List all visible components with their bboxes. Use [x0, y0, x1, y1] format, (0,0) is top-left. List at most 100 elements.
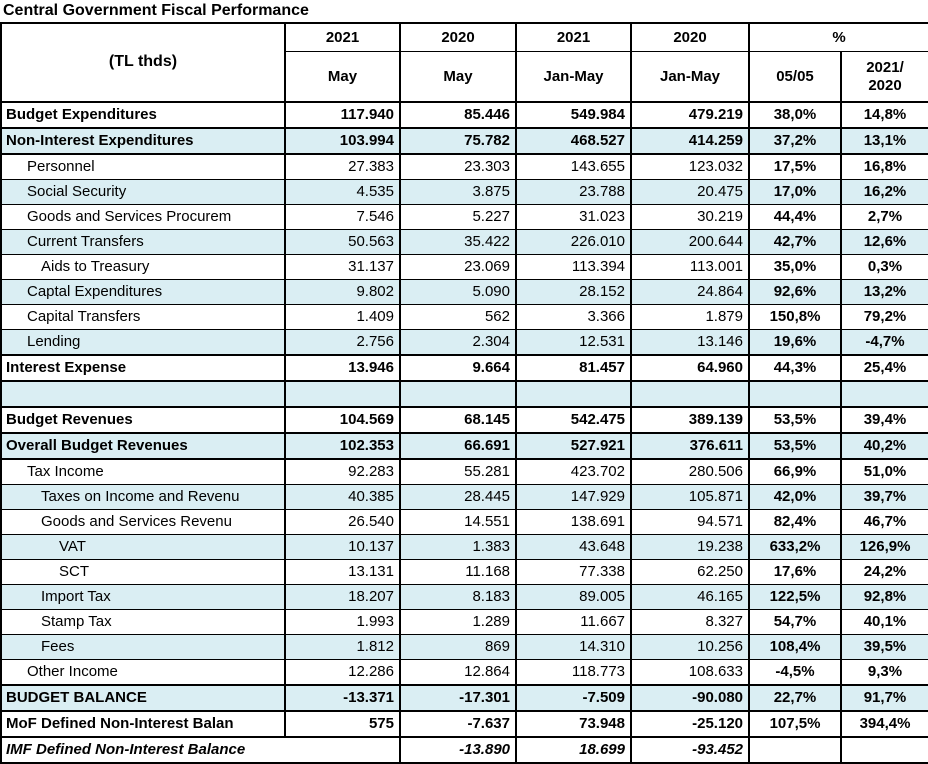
col-header-2021-janmay-year: 2021 — [515, 22, 631, 52]
value-cell: 113.394 — [515, 254, 631, 280]
row-label: VAT — [0, 534, 285, 560]
value-cell: 143.655 — [515, 153, 631, 180]
percent-cell: 92,6% — [748, 279, 841, 305]
percent-cell: 122,5% — [748, 584, 841, 610]
percent-cell: 17,5% — [748, 153, 841, 180]
row-label: Goods and Services Procurem — [0, 204, 285, 230]
table-body: Budget Expenditures 117.940 85.446 549.984 4… — [0, 101, 928, 763]
percent-cell: 92,8% — [840, 584, 928, 610]
value-cell — [630, 380, 749, 407]
value-cell: 27.383 — [284, 153, 400, 180]
value-cell: 414.259 — [630, 127, 749, 154]
value-cell: 81.457 — [515, 354, 631, 381]
table-row: BUDGET BALANCE -13.371 -17.301 -7.509 -90.08… — [0, 684, 928, 711]
percent-cell: 16,2% — [840, 179, 928, 205]
header-period-row: May May Jan-May Jan-May 05/05 2021/ 2020 — [1, 51, 928, 102]
value-cell: 423.702 — [515, 458, 631, 485]
value-cell: 8.327 — [630, 609, 749, 635]
value-cell: 118.773 — [515, 659, 631, 685]
percent-cell: 42,0% — [748, 484, 841, 510]
table-row: VAT 10.137 1.383 43.648 19.238 633,2% 126,9% — [0, 534, 928, 560]
table-row: Other Income 12.286 12.864 118.773 108.633 -4… — [0, 659, 928, 685]
value-cell: 40.385 — [284, 484, 400, 510]
value-cell: 94.571 — [630, 509, 749, 535]
value-cell: 108.633 — [630, 659, 749, 685]
value-cell: 35.422 — [399, 229, 516, 255]
table-row: Budget Expenditures 117.940 85.446 549.984 4… — [0, 101, 928, 128]
percent-cell: 17,0% — [748, 179, 841, 205]
table-row: Social Security 4.535 3.875 23.788 20.475 17,… — [0, 179, 928, 205]
table-row: Personnel 27.383 23.303 143.655 123.032 17,5%… — [0, 153, 928, 180]
value-cell: 542.475 — [515, 406, 631, 433]
table-row: Tax Income 92.283 55.281 423.702 280.506 66,9… — [0, 458, 928, 485]
percent-cell: 82,4% — [748, 509, 841, 535]
value-cell: 28.445 — [399, 484, 516, 510]
value-cell: 24.864 — [630, 279, 749, 305]
row-label: Social Security — [0, 179, 285, 205]
percent-cell: 2,7% — [840, 204, 928, 230]
value-cell: 1.289 — [399, 609, 516, 635]
value-cell: 18.207 — [284, 584, 400, 610]
table-row: MoF Defined Non-Interest Balan 575 -7.637 7… — [0, 710, 928, 737]
value-cell: 77.338 — [515, 559, 631, 585]
value-cell: 31.023 — [515, 204, 631, 230]
value-cell: 92.283 — [284, 458, 400, 485]
value-cell: 7.546 — [284, 204, 400, 230]
value-cell — [515, 380, 631, 407]
value-cell: 3.366 — [515, 304, 631, 330]
value-cell: 479.219 — [630, 101, 749, 128]
value-cell: 73.948 — [515, 710, 631, 737]
row-label: Captal Expenditures — [0, 279, 285, 305]
percent-cell — [748, 380, 841, 407]
percent-cell: 39,7% — [840, 484, 928, 510]
value-cell: 138.691 — [515, 509, 631, 535]
value-cell: 549.984 — [515, 101, 631, 128]
table-row: Stamp Tax 1.993 1.289 11.667 8.327 54,7% 40,1% — [0, 609, 928, 635]
value-cell: 869 — [399, 634, 516, 660]
percent-cell: 13,2% — [840, 279, 928, 305]
value-cell: 28.152 — [515, 279, 631, 305]
value-cell: 123.032 — [630, 153, 749, 180]
value-cell: 5.227 — [399, 204, 516, 230]
percent-cell: 79,2% — [840, 304, 928, 330]
row-label: MoF Defined Non-Interest Balan — [0, 710, 285, 737]
percent-cell — [840, 380, 928, 407]
percent-cell: 42,7% — [748, 229, 841, 255]
percent-cell: 39,4% — [840, 406, 928, 433]
table-row: Captal Expenditures 9.802 5.090 28.152 24.86… — [0, 279, 928, 305]
page-title: Central Government Fiscal Performance — [3, 2, 309, 19]
value-cell: 13.946 — [284, 354, 400, 381]
row-label — [0, 380, 285, 407]
value-cell: 23.788 — [515, 179, 631, 205]
value-cell: 113.001 — [630, 254, 749, 280]
value-cell: 1.409 — [284, 304, 400, 330]
value-cell: -93.452 — [630, 736, 749, 763]
row-label: Overall Budget Revenues — [0, 432, 285, 459]
value-cell: 23.069 — [399, 254, 516, 280]
row-label: Stamp Tax — [0, 609, 285, 635]
value-cell: 26.540 — [284, 509, 400, 535]
table-row: Goods and Services Revenu 26.540 14.551 138… — [0, 509, 928, 535]
value-cell: 9.802 — [284, 279, 400, 305]
row-label: Lending — [0, 329, 285, 355]
value-cell: 64.960 — [630, 354, 749, 381]
percent-cell: 25,4% — [840, 354, 928, 381]
value-cell: 527.921 — [515, 432, 631, 459]
value-cell: 31.137 — [284, 254, 400, 280]
col-header-2021-may-year: 2021 — [284, 22, 400, 52]
percent-cell: 40,1% — [840, 609, 928, 635]
value-cell: 2.756 — [284, 329, 400, 355]
col-header-may-2: May — [399, 51, 516, 102]
value-cell: 18.699 — [515, 736, 631, 763]
percent-cell: 54,7% — [748, 609, 841, 635]
fiscal-table: (TL thds) 2021 2020 2021 2020 % May May … — [0, 22, 928, 764]
percent-cell: 38,0% — [748, 101, 841, 128]
value-cell: 4.535 — [284, 179, 400, 205]
table-row: SCT 13.131 11.168 77.338 62.250 17,6% 24,2% — [0, 559, 928, 585]
percent-cell: 16,8% — [840, 153, 928, 180]
percent-cell: 66,9% — [748, 458, 841, 485]
percent-cell: 91,7% — [840, 684, 928, 711]
value-cell: 200.644 — [630, 229, 749, 255]
percent-cell: 126,9% — [840, 534, 928, 560]
value-cell: 13.146 — [630, 329, 749, 355]
